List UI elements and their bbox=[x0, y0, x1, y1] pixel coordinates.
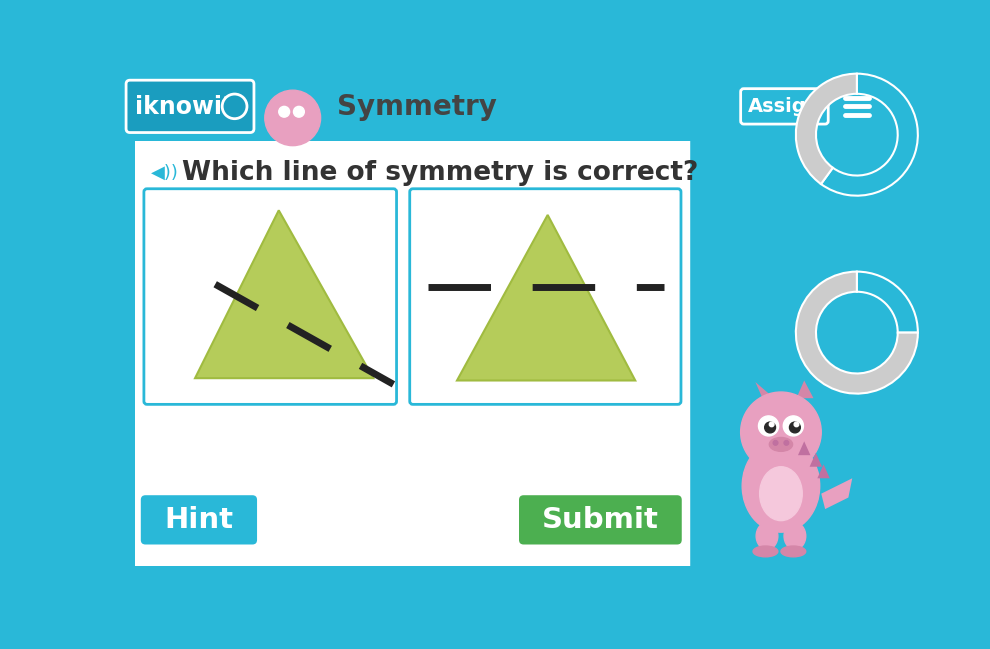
Circle shape bbox=[758, 416, 778, 436]
Ellipse shape bbox=[756, 522, 778, 550]
Polygon shape bbox=[796, 380, 814, 398]
Circle shape bbox=[293, 106, 304, 117]
Circle shape bbox=[789, 422, 800, 433]
Text: iknowit: iknowit bbox=[135, 95, 234, 119]
Circle shape bbox=[222, 94, 247, 119]
Circle shape bbox=[794, 422, 799, 426]
FancyBboxPatch shape bbox=[880, 141, 889, 567]
Polygon shape bbox=[818, 465, 830, 478]
Ellipse shape bbox=[742, 440, 820, 532]
Text: Submit: Submit bbox=[542, 506, 658, 534]
FancyBboxPatch shape bbox=[519, 495, 682, 545]
Text: →: → bbox=[859, 552, 872, 567]
Ellipse shape bbox=[784, 522, 806, 550]
Text: Symmetry: Symmetry bbox=[337, 93, 497, 121]
Circle shape bbox=[783, 416, 804, 436]
Circle shape bbox=[769, 422, 774, 426]
FancyBboxPatch shape bbox=[136, 141, 692, 566]
FancyBboxPatch shape bbox=[410, 189, 681, 404]
Text: ◀)): ◀)) bbox=[150, 164, 179, 182]
Polygon shape bbox=[798, 441, 811, 455]
Polygon shape bbox=[810, 453, 822, 467]
Ellipse shape bbox=[781, 546, 806, 557]
Polygon shape bbox=[457, 215, 636, 380]
Circle shape bbox=[279, 106, 290, 117]
Wedge shape bbox=[796, 74, 857, 184]
FancyBboxPatch shape bbox=[126, 80, 254, 132]
Text: Which line of symmetry is correct?: Which line of symmetry is correct? bbox=[182, 160, 698, 186]
Circle shape bbox=[784, 441, 789, 445]
Circle shape bbox=[741, 392, 822, 472]
Text: Assign: Assign bbox=[747, 97, 821, 116]
FancyBboxPatch shape bbox=[144, 189, 397, 404]
Text: 9/15: 9/15 bbox=[835, 126, 879, 143]
Circle shape bbox=[773, 441, 778, 445]
Ellipse shape bbox=[759, 467, 802, 520]
Wedge shape bbox=[796, 271, 918, 393]
Text: Hint: Hint bbox=[164, 506, 234, 534]
Ellipse shape bbox=[769, 437, 793, 451]
Text: Score: Score bbox=[753, 286, 816, 304]
Circle shape bbox=[264, 90, 321, 145]
Wedge shape bbox=[821, 74, 918, 195]
Polygon shape bbox=[822, 478, 852, 509]
FancyBboxPatch shape bbox=[141, 495, 257, 545]
FancyBboxPatch shape bbox=[124, 78, 891, 136]
Circle shape bbox=[764, 422, 775, 433]
Polygon shape bbox=[195, 210, 373, 378]
Text: Progress: Progress bbox=[737, 147, 834, 166]
Wedge shape bbox=[856, 271, 918, 332]
Polygon shape bbox=[755, 382, 773, 400]
Text: 6: 6 bbox=[850, 324, 863, 341]
Ellipse shape bbox=[753, 546, 778, 557]
